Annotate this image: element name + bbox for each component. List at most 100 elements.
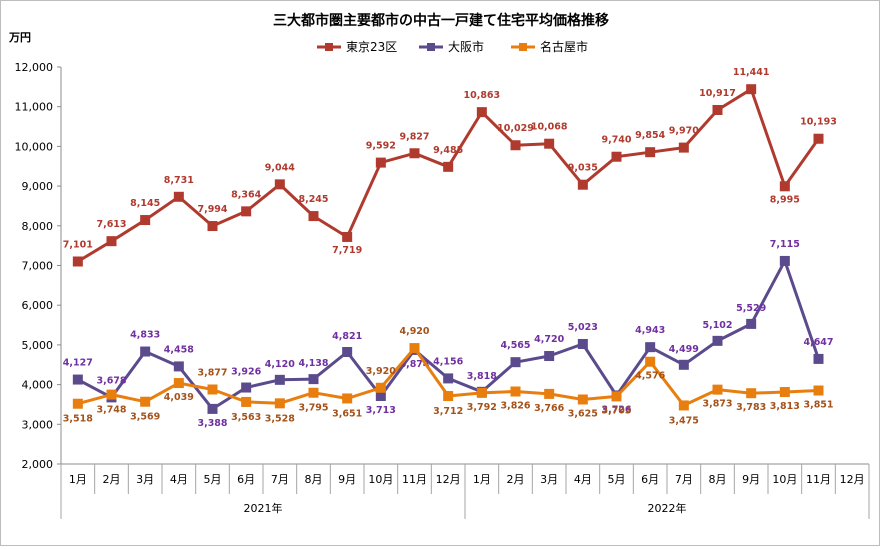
data-point-marker	[577, 179, 588, 190]
data-point-marker	[274, 398, 285, 409]
x-tick-label: 12月	[840, 473, 865, 486]
data-label: 4,138	[298, 358, 328, 369]
data-point-marker	[173, 378, 184, 389]
data-point-marker	[308, 387, 319, 398]
data-label: 4,647	[803, 337, 833, 348]
x-tick-label: 3月	[540, 473, 558, 486]
data-point-marker	[544, 388, 555, 399]
data-label: 4,127	[63, 358, 93, 369]
data-label: 4,156	[433, 356, 463, 367]
data-point-marker	[173, 361, 184, 372]
x-tick-label: 4月	[574, 473, 592, 486]
data-label: 3,795	[298, 403, 328, 414]
data-label: 3,712	[433, 406, 463, 417]
data-label: 3,678	[96, 375, 126, 386]
data-point-marker	[342, 347, 353, 358]
data-label: 3,813	[770, 401, 800, 412]
legend-swatch-marker	[519, 43, 527, 51]
data-label: 9,854	[635, 130, 665, 141]
y-tick-label: 10,000	[15, 140, 54, 153]
data-point-marker	[207, 384, 218, 395]
data-point-marker	[746, 318, 757, 329]
data-point-marker	[476, 387, 487, 398]
data-label: 3,726	[601, 404, 631, 415]
x-tick-label: 10月	[368, 473, 393, 486]
x-tick-label: 7月	[271, 473, 289, 486]
x-tick-label: 8月	[709, 473, 727, 486]
data-point-marker	[813, 385, 824, 396]
y-axis: 2,000 3,000 4,000 5,000 6,000 7,000 8,000 9,000…	[15, 61, 62, 471]
x-tick-label: 1月	[473, 473, 491, 486]
data-point-marker	[611, 391, 622, 402]
data-label: 3,651	[332, 408, 362, 419]
data-point-marker	[645, 147, 656, 158]
series-line	[77, 259, 820, 411]
data-point-marker	[375, 157, 386, 168]
data-label: 3,569	[130, 412, 160, 423]
data-label: 10,917	[699, 88, 736, 99]
data-point-marker	[443, 373, 454, 384]
legend: 東京23区 大阪市 名古屋市	[317, 39, 588, 54]
data-point-marker	[476, 107, 487, 118]
data-point-marker	[72, 256, 83, 267]
data-label: 4,565	[500, 340, 530, 351]
data-label: 5,023	[568, 322, 598, 333]
y-axis-unit: 万円	[8, 31, 31, 44]
data-label: 5,102	[702, 320, 732, 331]
data-label: 4,874	[399, 359, 429, 370]
x-tick-label: 9月	[338, 473, 356, 486]
x-tick-label: 11月	[402, 473, 427, 486]
data-label: 11,441	[733, 67, 770, 78]
y-tick-label: 8,000	[22, 220, 54, 233]
data-point-marker	[712, 384, 723, 395]
data-point-marker	[207, 403, 218, 414]
data-label: 9,592	[366, 141, 396, 152]
data-label: 7,613	[96, 219, 126, 230]
data-point-marker	[375, 382, 386, 393]
y-tick-label: 4,000	[22, 379, 54, 392]
data-label: 3,783	[736, 402, 766, 413]
data-label: 9,035	[568, 163, 598, 174]
data-point-marker	[746, 388, 757, 399]
data-label: 3,748	[96, 405, 126, 416]
data-label: 4,120	[265, 359, 295, 370]
data-label: 3,873	[702, 399, 732, 410]
data-point-marker	[274, 179, 285, 190]
y-tick-label: 7,000	[22, 260, 54, 273]
data-point-marker	[274, 374, 285, 385]
data-label: 3,926	[231, 367, 261, 378]
data-point-marker	[308, 211, 319, 222]
data-point-marker	[241, 382, 252, 393]
data-point-marker	[140, 215, 151, 226]
data-label: 3,818	[467, 371, 497, 382]
data-point-marker	[611, 151, 622, 162]
data-label: 8,731	[164, 175, 194, 186]
data-point-marker	[779, 181, 790, 192]
legend-label: 東京23区	[346, 40, 397, 54]
data-label: 4,576	[635, 371, 665, 382]
data-point-marker	[510, 386, 521, 397]
data-label: 4,943	[635, 325, 665, 336]
data-label: 4,920	[399, 326, 429, 337]
data-point-marker	[173, 191, 184, 202]
data-label: 7,115	[770, 239, 800, 250]
y-tick-label: 9,000	[22, 180, 54, 193]
data-label: 9,970	[669, 126, 699, 137]
data-point-marker	[140, 396, 151, 407]
x-tick-label: 5月	[204, 473, 222, 486]
data-point-marker	[813, 353, 824, 364]
data-label: 8,145	[130, 198, 160, 209]
data-point-marker	[375, 390, 386, 401]
data-label: 7,994	[197, 204, 227, 215]
x-tick-label: 11月	[806, 473, 831, 486]
data-label: 10,029	[497, 123, 534, 134]
data-point-marker	[342, 393, 353, 404]
data-label: 3,475	[669, 415, 699, 426]
data-point-marker	[140, 346, 151, 357]
data-point-marker	[106, 389, 117, 400]
x-axis: 1月 2月 3月 4月 5月 6月 7月 8月 9月 10月 11月 12月 1月 2月 3月 4月 5月 6月 7…	[60, 463, 870, 519]
